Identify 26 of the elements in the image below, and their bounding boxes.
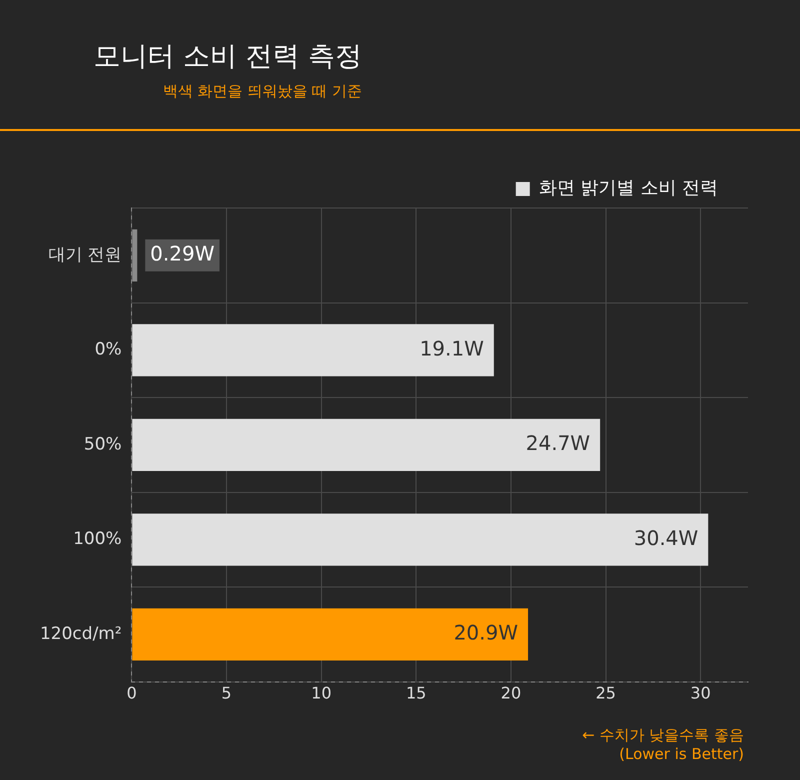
y-tick-label: 50% (84, 434, 122, 454)
x-tick-label: 15 (406, 684, 426, 703)
chart-subtitle: 백색 화면을 띄워놨을 때 기준 (162, 82, 362, 101)
bar (132, 514, 708, 566)
bar (132, 608, 528, 660)
y-tick-label: 120cd/m² (40, 624, 122, 644)
data-label: 19.1W (420, 336, 484, 360)
data-label: 20.9W (454, 620, 518, 645)
data-label: 0.29W (150, 242, 215, 266)
text: (Lower is Better) (618, 745, 744, 764)
x-tick-label: 5 (221, 684, 232, 703)
data-label: 30.4W (634, 526, 698, 550)
data-label: 24.7W (526, 431, 590, 456)
x-tick-label: 10 (311, 684, 332, 703)
x-tick-label: 25 (596, 684, 616, 703)
text: ← 수치가 낮을수록 좋음 (582, 726, 744, 745)
bar (132, 418, 600, 471)
x-tick-label: 30 (690, 684, 711, 703)
x-tick-label: 0 (126, 684, 137, 703)
y-tick-label: 대기 전원 (48, 244, 122, 265)
y-tick-label: 100% (73, 529, 122, 550)
bar (132, 324, 494, 376)
x-tick-label: 20 (500, 684, 522, 703)
y-tick-label: 0% (94, 340, 122, 360)
chart-title: 모니터 소비 전력 측정 (93, 40, 362, 74)
legend-label: 화면 밝기별 소비 전력 (538, 178, 718, 199)
